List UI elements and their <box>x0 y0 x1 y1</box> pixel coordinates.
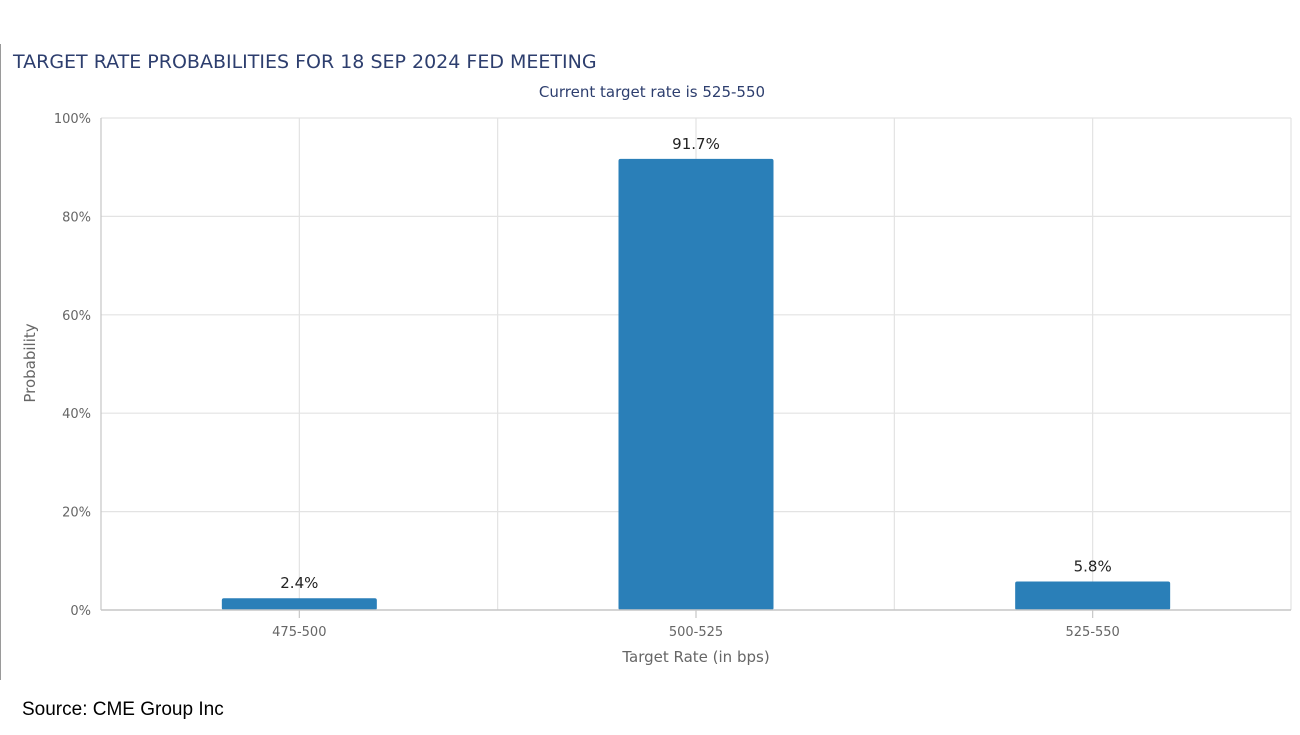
y-axis-ticks: 0% 20% 40% 60% 80% 100% <box>54 112 91 619</box>
y-tick-label: 40% <box>62 407 91 422</box>
y-tick-label: 80% <box>62 210 91 225</box>
data-label: 91.7% <box>672 135 720 153</box>
x-tick-label: 475-500 <box>272 625 326 640</box>
y-tick-label: 0% <box>70 604 91 619</box>
bar-chart: TARGET RATE PROBABILITIES FOR 18 SEP 202… <box>12 51 1292 666</box>
source-note: Source: CME Group Inc <box>22 699 224 720</box>
left-border <box>0 44 1 680</box>
data-label: 5.8% <box>1074 557 1112 575</box>
data-labels: 2.4% 91.7% 5.8% <box>280 135 1111 592</box>
bars <box>221 158 1171 610</box>
chart-subtitle: Current target rate is 525-550 <box>539 83 765 101</box>
x-axis-ticks: 475-500 500-525 525-550 <box>272 610 1120 640</box>
data-label: 2.4% <box>280 574 318 592</box>
bar-475-500 <box>221 598 377 610</box>
y-axis-title: Probability <box>21 323 39 402</box>
x-axis-title: Target Rate (in bps) <box>621 648 769 666</box>
bar-525-550 <box>1015 581 1171 610</box>
x-tick-label: 500-525 <box>669 625 723 640</box>
chart-title: TARGET RATE PROBABILITIES FOR 18 SEP 202… <box>12 51 597 73</box>
y-tick-label: 100% <box>54 112 91 127</box>
y-tick-label: 20% <box>62 506 91 521</box>
bar-500-525 <box>618 158 774 610</box>
y-tick-label: 60% <box>62 309 91 324</box>
x-tick-label: 525-550 <box>1066 625 1120 640</box>
